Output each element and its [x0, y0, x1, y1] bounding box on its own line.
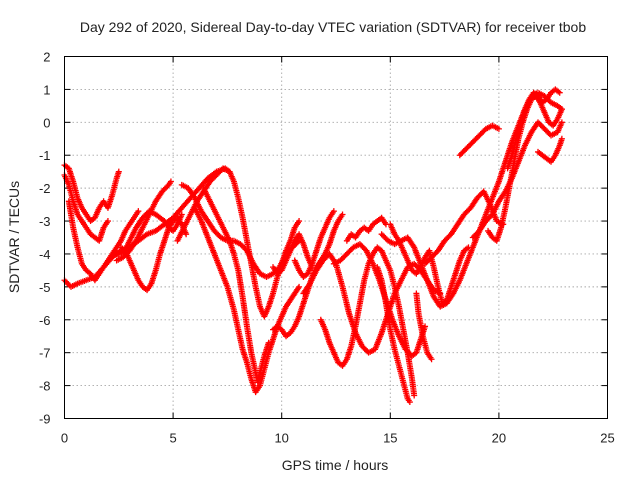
data-point [296, 218, 303, 225]
data-point [558, 119, 565, 126]
data-point [309, 264, 316, 271]
series-26 [504, 86, 563, 172]
series-18 [374, 264, 413, 406]
data-point [135, 208, 142, 215]
series-24 [469, 119, 565, 241]
y-tick-label: 1 [43, 82, 50, 97]
series-27 [534, 135, 565, 165]
data-point [104, 218, 111, 225]
data-point [330, 208, 337, 215]
chart-title: Day 292 of 2020, Sidereal Day-to-day VTE… [80, 19, 587, 35]
series-4 [65, 198, 142, 284]
y-tick-label: 2 [43, 50, 50, 65]
x-axis-label: GPS time / hours [282, 457, 389, 473]
x-tick-label: 15 [383, 431, 397, 446]
y-tick-label: -4 [39, 247, 51, 262]
plot-frame [64, 56, 608, 419]
data-point [183, 231, 190, 238]
data-point [428, 356, 435, 363]
y-tick-label: 0 [43, 115, 50, 130]
data-point [556, 89, 563, 96]
x-tick-label: 25 [600, 431, 614, 446]
y-tick-label: -2 [39, 181, 51, 196]
tick-labels: 0 5 10 15 20 25 -9 -8 -7 -6 -5 -4 -3 -2 -1 0 1 2 [39, 50, 615, 446]
series-22 [422, 188, 507, 267]
y-tick-label: -8 [39, 379, 51, 394]
data-point [495, 125, 502, 132]
x-tick-label: 5 [169, 431, 176, 446]
x-tick-label: 20 [492, 431, 506, 446]
y-tick-label: -6 [39, 313, 51, 328]
data-point [406, 399, 413, 406]
data-point [465, 244, 472, 251]
data-point [558, 135, 565, 142]
series-6 [113, 178, 174, 264]
data-point [115, 168, 122, 175]
y-tick-label: -1 [39, 148, 51, 163]
series-13 [291, 208, 337, 280]
data-point [296, 283, 303, 290]
data-point [339, 211, 346, 218]
series-2 [61, 171, 111, 244]
x-tick-label: 0 [61, 431, 68, 446]
data-point [167, 178, 174, 185]
series-17 [343, 214, 389, 244]
data-point [178, 211, 185, 218]
x-tick-label: 10 [274, 431, 288, 446]
series-7 [113, 208, 185, 257]
series-1 [61, 162, 122, 225]
data-points [61, 86, 565, 406]
data-point [411, 392, 418, 399]
series-28 [270, 231, 316, 277]
y-tick-label: -3 [39, 214, 51, 229]
series-23 [456, 122, 502, 159]
y-tick-label: -5 [39, 280, 51, 295]
data-point [422, 323, 429, 330]
series-21 [413, 290, 435, 363]
y-tick-label: -9 [39, 412, 51, 427]
y-axis-label: SDTVAR / TECUs [6, 181, 22, 293]
data-point [558, 106, 565, 113]
y-tick-label: -7 [39, 346, 51, 361]
